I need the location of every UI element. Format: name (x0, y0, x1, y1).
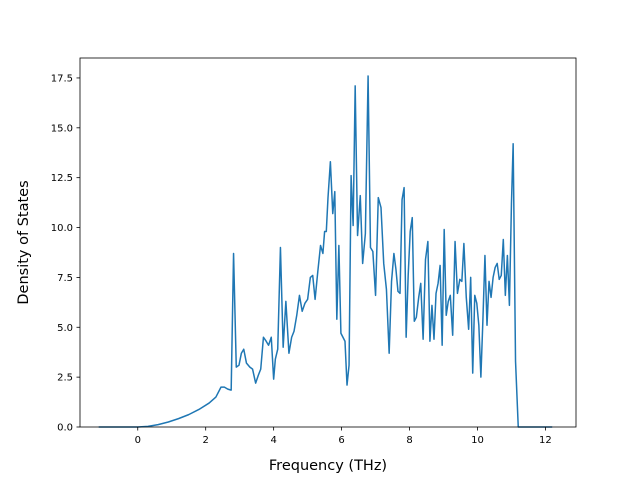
y-tick-label: 0.0 (57, 423, 73, 434)
x-tick-label: 12 (539, 435, 552, 446)
x-axis-ticks: 0 2 4 6 8 10 12 (135, 427, 552, 446)
y-tick-label: 7.5 (57, 273, 73, 284)
x-tick-label: 0 (135, 435, 141, 446)
x-axis-label: Frequency (THz) (269, 458, 387, 474)
y-tick-label: 5.0 (57, 323, 73, 334)
x-tick-label: 8 (406, 435, 412, 446)
y-tick-label: 17.5 (51, 73, 73, 84)
y-axis-ticks: 0.0 2.5 5.0 7.5 10.0 12.5 15.0 17.5 (51, 73, 80, 434)
dos-series-line (98, 75, 553, 428)
x-tick-label: 10 (471, 435, 484, 446)
y-tick-label: 2.5 (57, 373, 73, 384)
y-tick-label: 15.0 (51, 123, 73, 134)
axes-frame (79, 57, 577, 428)
x-tick-label: 6 (338, 435, 344, 446)
y-axis-label: Density of States (16, 180, 32, 304)
x-tick-label: 2 (203, 435, 209, 446)
x-tick-label: 4 (270, 435, 276, 446)
y-tick-label: 10.0 (51, 223, 73, 234)
y-tick-label: 12.5 (51, 173, 73, 184)
plot-area (98, 75, 553, 428)
